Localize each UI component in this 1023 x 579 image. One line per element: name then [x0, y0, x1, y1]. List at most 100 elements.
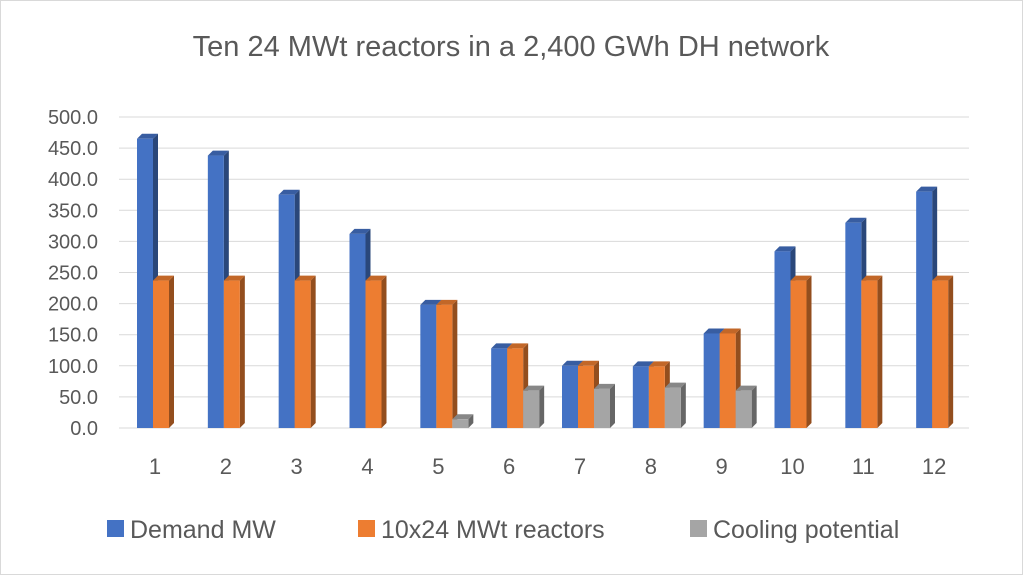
bar-front	[578, 365, 594, 428]
legend-item: 10x24 MWt reactors	[358, 516, 605, 544]
bar-front	[365, 280, 382, 428]
bar-front	[845, 222, 862, 428]
bar-top	[507, 343, 529, 349]
bar-front	[207, 155, 224, 428]
bar-cooling-potential-9	[735, 385, 757, 428]
x-tick-label: 12	[922, 454, 946, 479]
legend-swatch	[690, 520, 707, 537]
bar-side	[539, 385, 545, 428]
bar-side	[948, 275, 954, 428]
x-tick-label: 7	[574, 454, 586, 479]
legend-label: Demand MW	[130, 516, 276, 544]
bar-top	[703, 328, 725, 334]
bar-top	[294, 275, 316, 281]
bar-top	[137, 133, 158, 139]
x-tick-label: 8	[645, 454, 657, 479]
bar-front	[790, 280, 807, 428]
bars	[137, 133, 954, 428]
bar-front	[349, 233, 366, 428]
bar-side	[239, 275, 245, 428]
x-tick-label: 3	[291, 454, 303, 479]
bar-10x24-mwt-reactors-11	[861, 275, 883, 428]
y-tick-label: 100.0	[48, 356, 98, 378]
bar-cooling-potential-5	[452, 414, 474, 428]
bar-front	[664, 387, 681, 428]
bar-front	[861, 280, 878, 428]
bar-front	[774, 251, 791, 428]
bar-cooling-potential-7	[594, 383, 615, 428]
y-tick-label: 150.0	[48, 325, 98, 347]
x-tick-label: 1	[149, 454, 161, 479]
bar-side	[468, 414, 474, 428]
bar-top	[648, 361, 670, 367]
chart-title: Ten 24 MWt reactors in a 2,400 GWh DH ne…	[193, 31, 830, 63]
bar-top	[153, 275, 174, 281]
legend-item: Cooling potential	[690, 516, 899, 544]
y-tick-label: 50.0	[59, 387, 98, 409]
bar-front	[507, 348, 524, 428]
bar-side	[877, 275, 883, 428]
bar-side	[610, 383, 615, 428]
bar-top	[207, 150, 229, 156]
bar-10x24-mwt-reactors-2	[223, 275, 245, 428]
bar-front	[523, 390, 540, 428]
bar-cooling-potential-6	[523, 385, 545, 428]
bar-top	[491, 343, 513, 349]
bar-10x24-mwt-reactors-10	[790, 275, 812, 428]
bar-side	[310, 275, 316, 428]
bar-cooling-potential-8	[664, 382, 686, 428]
x-tick-label: 5	[432, 454, 444, 479]
bar-top	[594, 383, 615, 389]
bar-top	[719, 328, 741, 334]
bar-10x24-mwt-reactors-12	[932, 275, 954, 428]
bar-top	[365, 275, 387, 281]
bar-10x24-mwt-reactors-5	[436, 299, 458, 428]
x-tick-label: 4	[361, 454, 373, 479]
bar-10x24-mwt-reactors-3	[294, 275, 316, 428]
x-tick-label: 6	[503, 454, 515, 479]
bar-front	[719, 333, 736, 428]
bar-front	[153, 280, 169, 428]
y-tick-label: 250.0	[48, 263, 98, 285]
x-tick-label: 9	[716, 454, 728, 479]
y-tick-label: 500.0	[48, 107, 98, 129]
grid-lines	[119, 116, 969, 429]
bar-front	[452, 419, 469, 428]
bar-front	[932, 280, 949, 428]
bar-top	[349, 228, 371, 234]
y-tick-label: 350.0	[48, 200, 98, 222]
bar-top	[932, 275, 954, 281]
bar-side	[680, 382, 686, 428]
bar-front	[420, 304, 437, 428]
legend: Demand MW 10x24 MWt reactors Cooling poten…	[107, 516, 899, 544]
bar-top	[452, 414, 474, 420]
bar-top	[735, 385, 757, 391]
y-tick-label: 400.0	[48, 169, 98, 191]
y-tick-label: 200.0	[48, 294, 98, 316]
bar-front	[594, 388, 610, 428]
bar-front	[137, 138, 153, 428]
bar-front	[703, 333, 720, 428]
bar-10x24-mwt-reactors-4	[365, 275, 387, 428]
bar-front	[436, 304, 453, 428]
bar-top	[790, 275, 812, 281]
legend-label: 10x24 MWt reactors	[381, 516, 605, 544]
bar-front	[916, 191, 933, 428]
y-tick-label: 300.0	[48, 231, 98, 253]
bar-top	[278, 189, 300, 195]
legend-swatch	[107, 520, 124, 537]
bar-top	[632, 361, 654, 367]
x-axis: 1 2 3 4 5 6 7 8 9 10 11 12	[149, 454, 947, 479]
bar-top	[223, 275, 245, 281]
legend-label: Cooling potential	[713, 516, 899, 544]
bar-front	[632, 366, 649, 428]
y-tick-label: 0.0	[70, 418, 98, 440]
bar-top	[523, 385, 545, 391]
x-tick-label: 10	[780, 454, 804, 479]
bar-front	[491, 348, 508, 428]
x-tick-label: 2	[220, 454, 232, 479]
bar-top	[578, 360, 599, 366]
bar-front	[294, 280, 311, 428]
